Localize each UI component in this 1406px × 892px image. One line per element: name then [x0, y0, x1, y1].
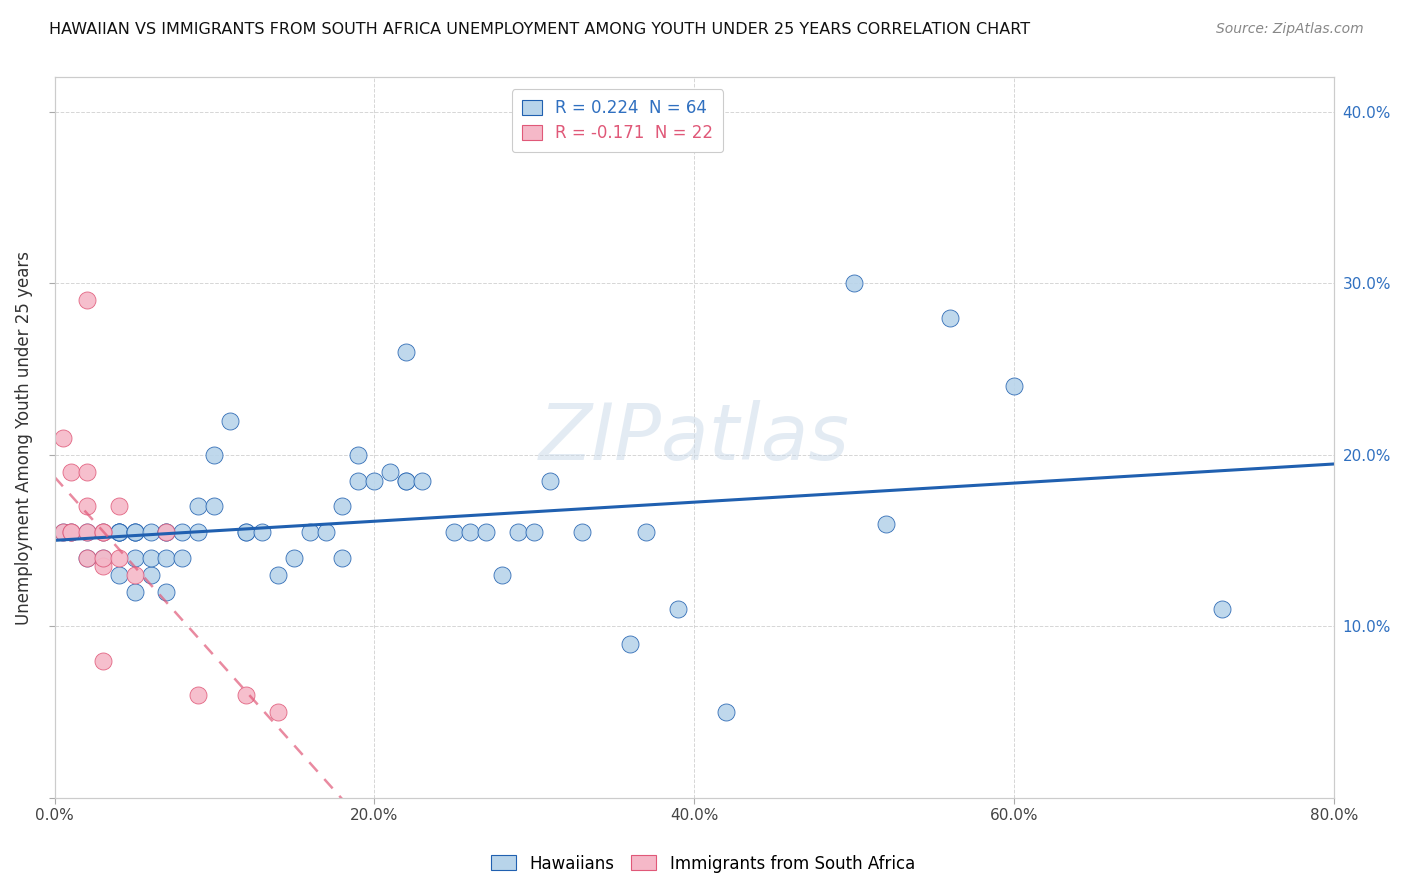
Point [91, 654, 114, 668]
Point [571, 525, 593, 540]
Point [460, 525, 482, 540]
Point [124, 568, 146, 582]
Point [380, 465, 402, 479]
Point [107, 525, 129, 540]
Point [443, 525, 465, 540]
Point [204, 448, 226, 462]
Point [315, 525, 337, 540]
Point [475, 525, 498, 540]
Point [299, 525, 322, 540]
Point [187, 525, 209, 540]
Point [139, 550, 162, 565]
Point [155, 550, 177, 565]
Point [107, 550, 129, 565]
Point [508, 525, 530, 540]
Point [538, 474, 561, 488]
Point [347, 448, 370, 462]
Point [844, 277, 866, 291]
Text: ZIPatlas: ZIPatlas [538, 400, 849, 475]
Point [939, 310, 962, 325]
Point [76, 465, 98, 479]
Point [91, 525, 114, 540]
Point [235, 525, 257, 540]
Point [172, 525, 194, 540]
Point [252, 525, 274, 540]
Point [51, 525, 73, 540]
Point [76, 500, 98, 514]
Point [124, 585, 146, 599]
Point [1002, 379, 1025, 393]
Point [235, 525, 257, 540]
Legend: Hawaiians, Immigrants from South Africa: Hawaiians, Immigrants from South Africa [485, 848, 921, 880]
Point [267, 706, 290, 720]
Point [411, 474, 433, 488]
Point [91, 550, 114, 565]
Point [204, 500, 226, 514]
Point [107, 525, 129, 540]
Point [139, 525, 162, 540]
Point [107, 525, 129, 540]
Point [636, 525, 658, 540]
Point [395, 345, 418, 359]
Point [619, 637, 641, 651]
Point [124, 550, 146, 565]
Point [716, 706, 738, 720]
Point [1211, 602, 1233, 616]
Point [395, 474, 418, 488]
Point [124, 525, 146, 540]
Point [332, 500, 354, 514]
Point [107, 525, 129, 540]
Point [76, 525, 98, 540]
Point [155, 585, 177, 599]
Point [76, 550, 98, 565]
Point [51, 431, 73, 445]
Point [523, 525, 546, 540]
Text: HAWAIIAN VS IMMIGRANTS FROM SOUTH AFRICA UNEMPLOYMENT AMONG YOUTH UNDER 25 YEARS: HAWAIIAN VS IMMIGRANTS FROM SOUTH AFRICA… [49, 22, 1031, 37]
Point [491, 568, 513, 582]
Point [91, 525, 114, 540]
Point [91, 559, 114, 574]
Point [59, 465, 82, 479]
Point [155, 525, 177, 540]
Point [875, 516, 897, 531]
Point [139, 568, 162, 582]
Point [59, 525, 82, 540]
Legend: R = 0.224  N = 64, R = -0.171  N = 22: R = 0.224 N = 64, R = -0.171 N = 22 [512, 89, 723, 152]
Point [363, 474, 385, 488]
Point [107, 500, 129, 514]
Point [107, 568, 129, 582]
Point [91, 525, 114, 540]
Point [283, 550, 305, 565]
Point [59, 525, 82, 540]
Point [332, 550, 354, 565]
Point [76, 525, 98, 540]
Point [51, 525, 73, 540]
Point [219, 414, 242, 428]
Point [666, 602, 689, 616]
Point [124, 525, 146, 540]
Point [267, 568, 290, 582]
Point [155, 525, 177, 540]
Point [395, 474, 418, 488]
Point [124, 525, 146, 540]
Point [76, 293, 98, 308]
Point [59, 525, 82, 540]
Point [76, 550, 98, 565]
Point [91, 550, 114, 565]
Point [187, 500, 209, 514]
Y-axis label: Unemployment Among Youth under 25 years: Unemployment Among Youth under 25 years [15, 251, 32, 624]
Point [155, 525, 177, 540]
Point [187, 688, 209, 702]
Text: Source: ZipAtlas.com: Source: ZipAtlas.com [1216, 22, 1364, 37]
Point [347, 474, 370, 488]
Point [172, 550, 194, 565]
Point [235, 688, 257, 702]
